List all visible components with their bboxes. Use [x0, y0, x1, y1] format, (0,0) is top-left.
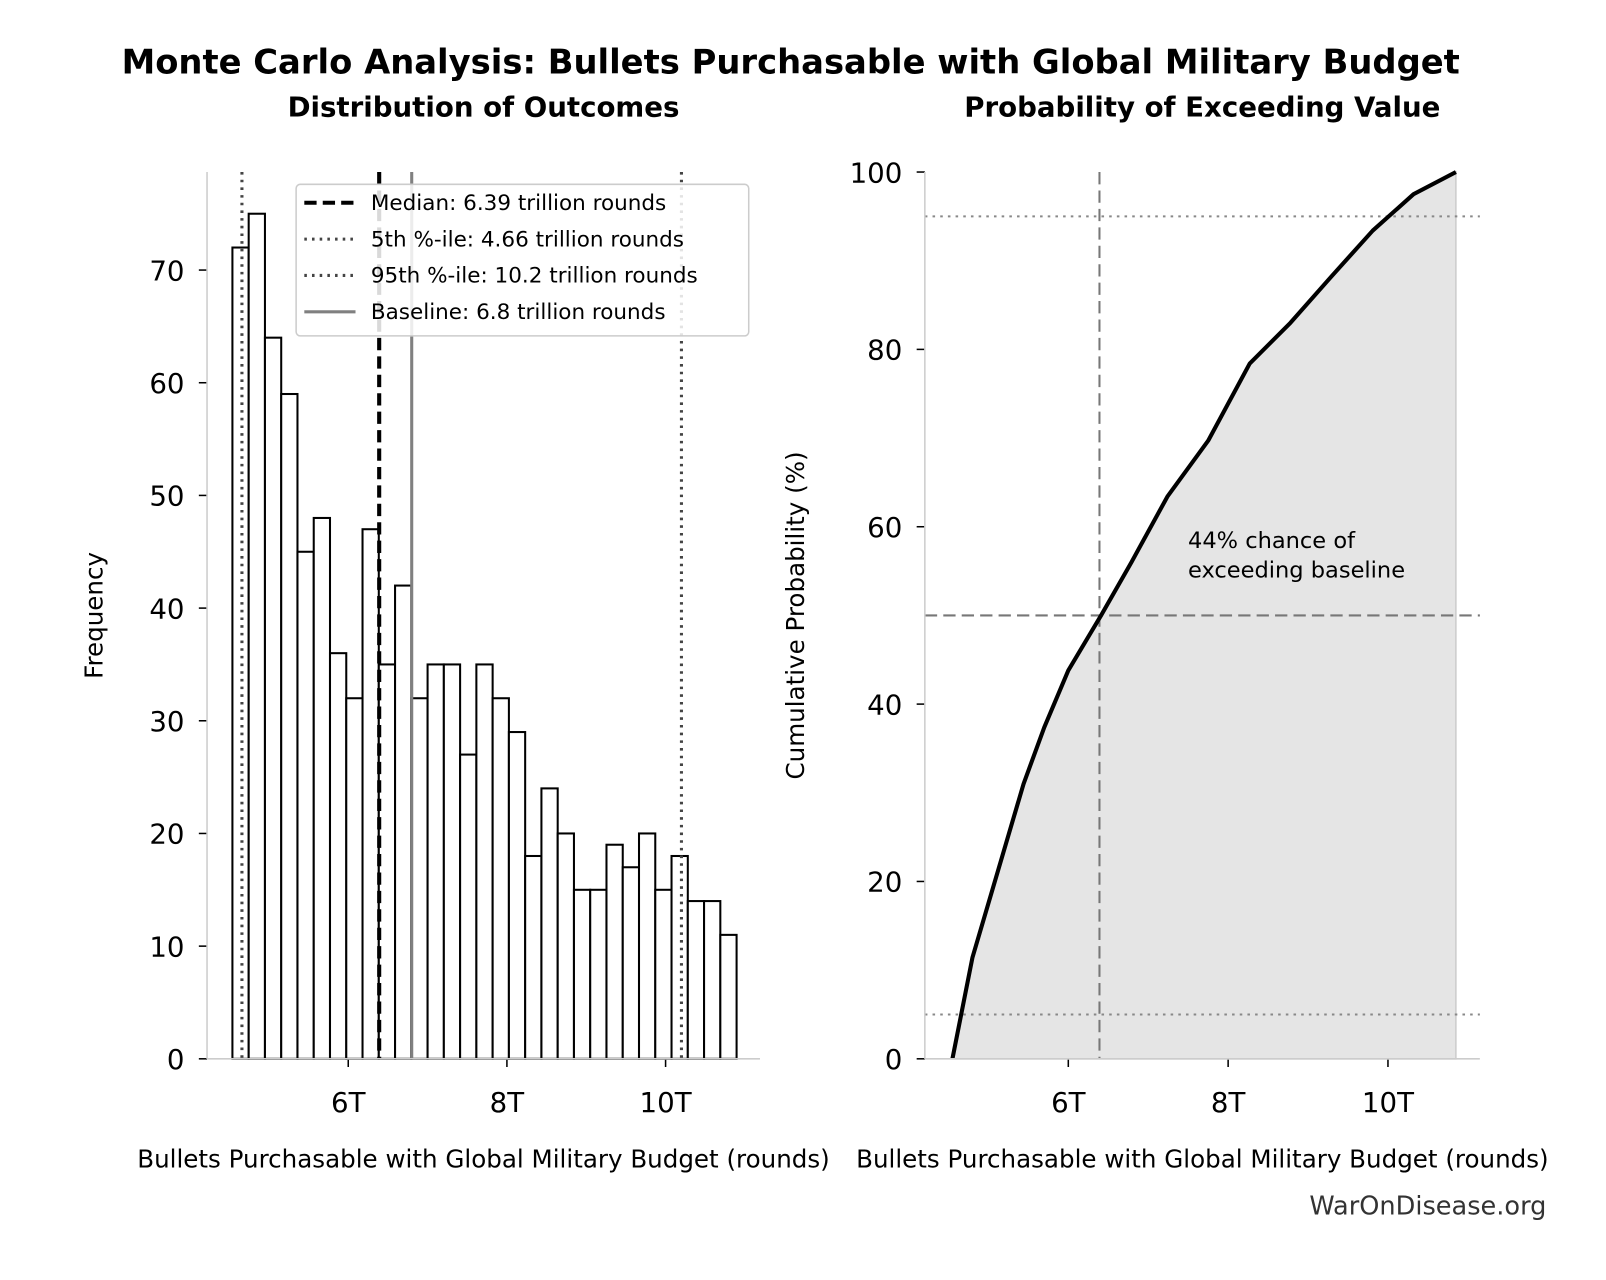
y-tick-label: 40 [149, 592, 184, 625]
y-tick-label: 60 [149, 367, 184, 400]
y-axis-label: Frequency [80, 552, 109, 679]
bar [654, 888, 673, 1060]
x-tick-label: 10T [1362, 1086, 1414, 1119]
bar [686, 900, 706, 1060]
legend-label: 95th %-ile: 10.2 trillion rounds [371, 264, 698, 289]
bar [589, 888, 608, 1060]
y-tick-label: 60 [867, 511, 902, 544]
x-tick-label: 6T [331, 1086, 366, 1119]
y-tick-label: 70 [149, 254, 184, 287]
y-tick-label: 0 [167, 1043, 185, 1076]
y-tick-label: 30 [149, 705, 184, 738]
x-axis-label: Bullets Purchasable with Global Military… [137, 1144, 830, 1173]
bar [247, 212, 266, 1060]
y-tick-label: 20 [867, 866, 902, 899]
bar [442, 663, 462, 1060]
bar [394, 584, 413, 1060]
x-tick-label: 6T [1051, 1086, 1086, 1119]
bar [719, 933, 738, 1060]
bar [540, 787, 559, 1060]
y-tick-label: 10 [149, 930, 184, 963]
bar [345, 697, 364, 1060]
x-tick-label: 10T [640, 1086, 692, 1119]
bar [263, 336, 283, 1060]
bar [507, 731, 527, 1060]
y-axis-label: Cumulative Probability (%) [781, 451, 810, 779]
suptitle: Monte Carlo Analysis: Bullets Purchasabl… [122, 43, 1460, 82]
bar [410, 697, 429, 1060]
bar [361, 528, 380, 1060]
y-tick-label: 100 [850, 156, 903, 189]
x-axis-label: Bullets Purchasable with Global Military… [856, 1144, 1549, 1173]
x-tick-label: 8T [1211, 1086, 1246, 1119]
subplot-title: Distribution of Outcomes [288, 91, 680, 124]
legend: Median: 6.39 trillion rounds 5th %-ile: 4… [295, 183, 750, 337]
bar [556, 832, 575, 1060]
bar [637, 832, 657, 1060]
bar [703, 900, 722, 1060]
bar [328, 652, 348, 1060]
bar [459, 753, 478, 1060]
bar [296, 550, 315, 1060]
y-tick-label: 80 [867, 334, 902, 367]
subplot-title: Probability of Exceeding Value [964, 91, 1440, 124]
y-tick-label: 0 [885, 1043, 903, 1076]
bar [572, 888, 592, 1060]
bar [312, 516, 332, 1060]
bar [491, 697, 510, 1060]
y-tick-label: 50 [149, 480, 184, 513]
legend-box [295, 183, 750, 337]
bar [605, 843, 624, 1060]
footer: WarOnDisease.org [1309, 1191, 1546, 1221]
bar [231, 246, 250, 1060]
bar [475, 663, 494, 1060]
bar [670, 854, 689, 1060]
x-tick-label: 8T [490, 1086, 525, 1119]
y-tick-label: 40 [867, 688, 902, 721]
legend-label: Baseline: 6.8 trillion rounds [371, 300, 666, 325]
y-tick-label: 20 [149, 818, 184, 851]
annotation: 44% chance of exceeding baseline [1188, 528, 1405, 584]
legend-label: Median: 6.39 trillion rounds [371, 191, 666, 216]
bar [524, 854, 543, 1060]
bar [280, 392, 299, 1060]
bar [621, 866, 641, 1060]
line [950, 170, 1457, 1060]
bar [426, 663, 445, 1060]
legend-label: 5th %-ile: 4.66 trillion rounds [371, 227, 684, 252]
